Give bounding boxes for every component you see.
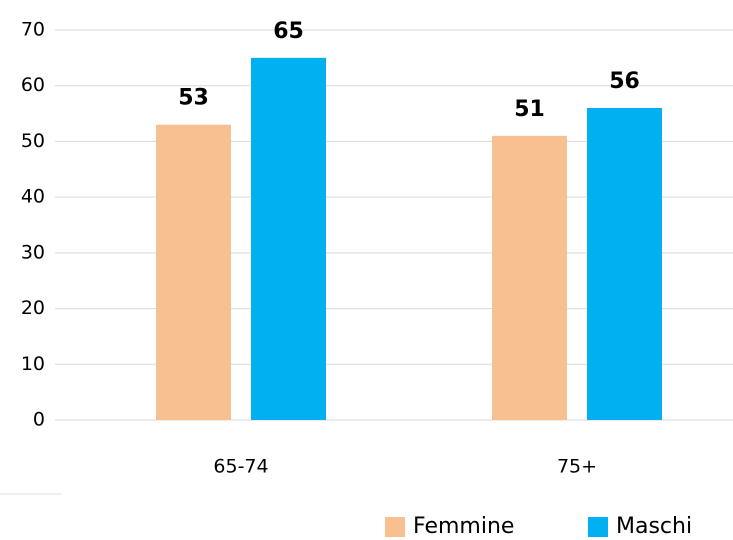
data-label: 53 [178, 86, 209, 111]
y-tick-label: 10 [21, 353, 45, 375]
y-tick-label: 0 [33, 409, 45, 431]
bar [492, 135, 567, 420]
legend-swatch [385, 517, 405, 537]
x-tick-label: 65-74 [213, 456, 268, 478]
data-label: 51 [514, 97, 545, 122]
legend-swatch [588, 517, 608, 537]
legend-label: Femmine [413, 514, 514, 539]
bar [251, 57, 326, 420]
bar [587, 108, 662, 420]
x-tick-label: 75+ [557, 456, 597, 478]
y-tick-label: 70 [21, 19, 45, 41]
data-label: 56 [609, 69, 640, 94]
y-tick-label: 30 [21, 241, 45, 263]
legend-label: Maschi [616, 514, 692, 539]
y-tick-label: 20 [21, 297, 45, 319]
data-label: 65 [273, 19, 304, 44]
y-tick-label: 40 [21, 186, 45, 208]
bar [156, 124, 231, 420]
y-tick-label: 50 [21, 130, 45, 152]
y-tick-label: 60 [21, 74, 45, 96]
